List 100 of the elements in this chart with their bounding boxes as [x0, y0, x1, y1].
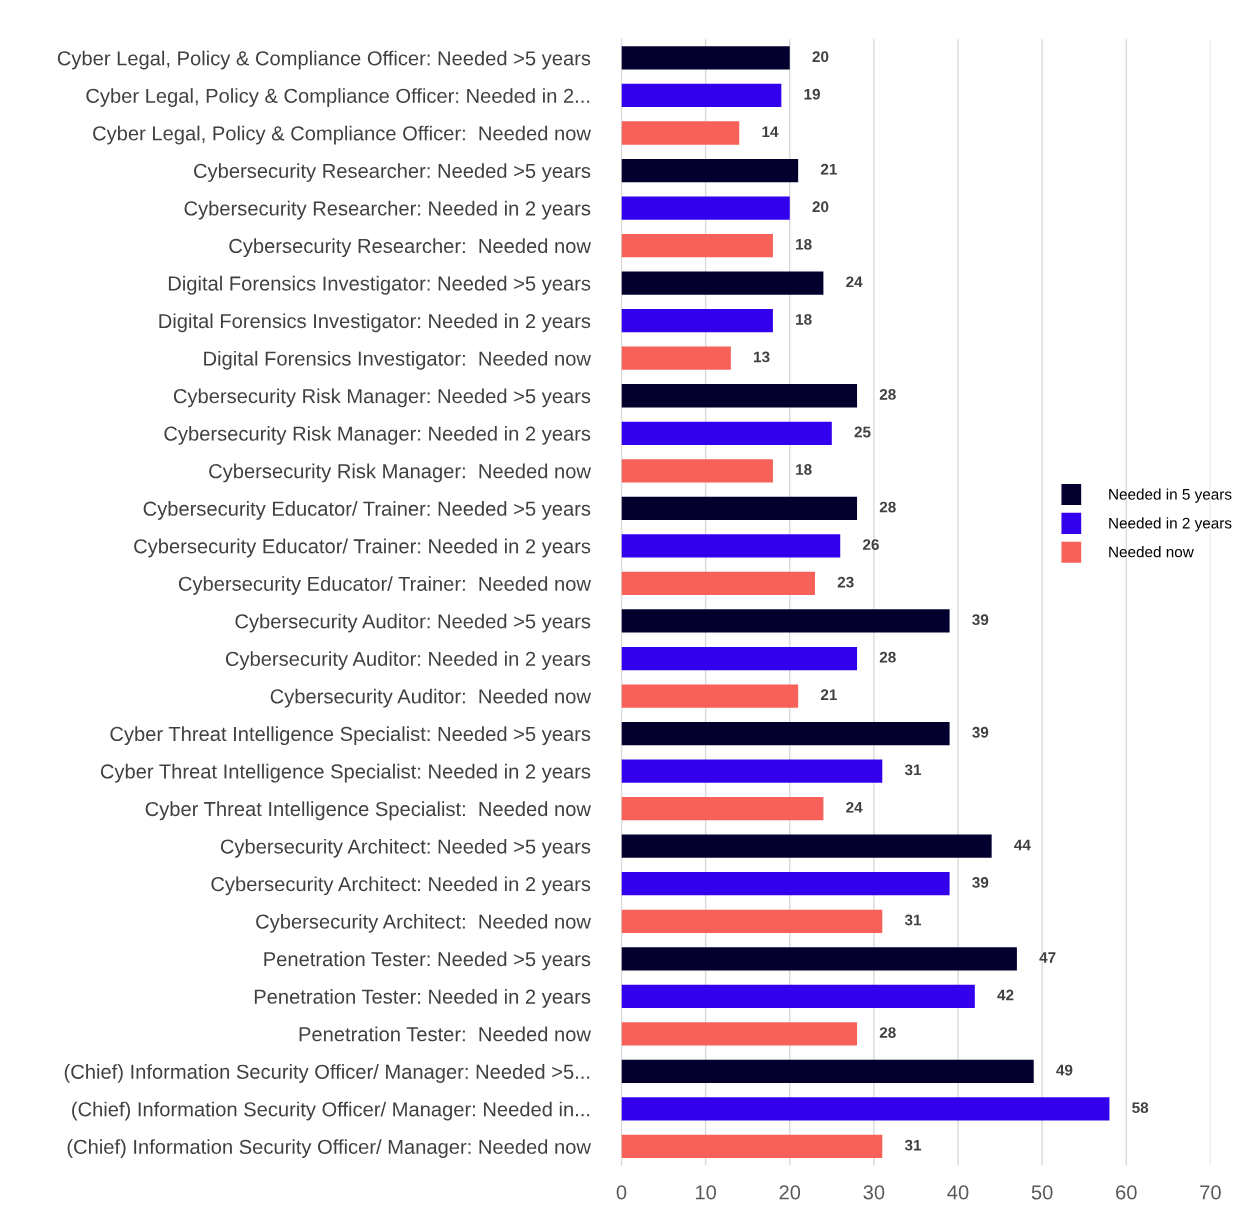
x-tick-label: 40	[947, 1185, 969, 1200]
bar	[621, 1134, 883, 1159]
data-label: 20	[812, 51, 829, 63]
bar	[621, 872, 950, 896]
data-label: 24	[846, 276, 863, 288]
y-tick-label: Penetration Tester: Needed >5 years	[264, 951, 591, 971]
bar	[621, 46, 790, 70]
y-tick-label: Penetration Tester: Needed in 2 years	[254, 989, 591, 1008]
bar	[621, 346, 731, 370]
data-label: 23	[837, 576, 854, 588]
legend-label: Needed in 5 years	[1109, 488, 1232, 503]
data-label: 19	[804, 88, 820, 100]
data-label: 58	[1132, 1102, 1149, 1114]
bar	[621, 121, 740, 145]
data-label: 18	[796, 464, 812, 475]
y-tick-label: Cybersecurity Risk Manager: Needed >5 years	[173, 388, 591, 408]
data-label: 39	[972, 614, 989, 626]
y-tick-label: Cybersecurity Architect: Needed >5 years	[220, 838, 591, 858]
bar	[621, 233, 773, 258]
x-tick-label: 30	[863, 1185, 885, 1200]
x-tick-label: 10	[695, 1185, 717, 1200]
y-tick-label: Cybersecurity Architect: Needed now	[256, 913, 591, 933]
x-tick-label: 50	[1031, 1185, 1053, 1200]
legend-label: Needed in 2 years	[1109, 517, 1232, 532]
bar	[621, 196, 790, 220]
data-label: 49	[1056, 1064, 1073, 1076]
bar	[621, 1059, 1034, 1084]
bar	[621, 459, 773, 483]
y-tick-label: Penetration Tester: Needed now	[299, 1026, 591, 1042]
bar	[621, 271, 824, 295]
data-label: 21	[820, 163, 837, 175]
bar	[621, 496, 858, 520]
data-label: 28	[879, 501, 896, 513]
x-tick-label: 60	[1116, 1185, 1137, 1200]
y-tick-label: Cybersecurity Risk Manager: Needed now	[209, 463, 592, 483]
y-tick-label: Cybersecurity Researcher: Needed in 2 years	[184, 200, 591, 220]
y-tick-label: Digital Forensics Investigator: Needed now	[204, 350, 592, 370]
y-tick-label: Cybersecurity Auditor: Needed now	[270, 688, 591, 708]
y-tick-label: Cybersecurity Researcher: Needed >5 years	[194, 163, 591, 183]
data-label: 31	[904, 1139, 922, 1151]
data-label: 24	[846, 801, 863, 813]
y-tick-label: Cybersecurity Researcher: Needed now	[229, 238, 592, 258]
y-tick-label: Cyber Legal, Policy & Compliance Officer: Needed >5 years	[57, 50, 591, 70]
y-tick-label: Cyber Legal, Policy & Compliance Officer: Needed now	[93, 125, 592, 145]
bar	[621, 759, 883, 783]
data-label: 28	[879, 1027, 896, 1038]
bar	[621, 834, 992, 858]
x-tick-label: 70	[1200, 1185, 1221, 1200]
data-label: 31	[904, 764, 922, 776]
bar	[621, 158, 799, 183]
data-label: 31	[904, 914, 922, 926]
x-tick-label: 20	[779, 1185, 801, 1200]
y-tick-label: Cyber Legal, Policy & Compliance Officer: Needed in 2...	[86, 88, 590, 107]
data-label: 39	[972, 877, 989, 888]
y-tick-label: Cyber Threat Intelligence Specialist: Needed >5 years	[110, 726, 591, 746]
data-label: 28	[879, 651, 896, 663]
data-label: 42	[997, 989, 1014, 1001]
data-label: 18	[796, 313, 812, 325]
bar	[621, 984, 975, 1008]
data-label: 13	[754, 351, 770, 363]
y-tick-label: Cybersecurity Auditor: Needed >5 years	[235, 613, 591, 633]
data-label: 44	[1014, 839, 1031, 851]
bar	[621, 384, 858, 408]
bar	[621, 721, 950, 746]
bar	[621, 947, 1017, 971]
y-tick-label: (Chief) Information Security Officer/ Manager: Needed now	[67, 1139, 592, 1158]
data-label: 28	[879, 389, 896, 400]
bar	[621, 571, 815, 596]
data-label: 21	[820, 689, 837, 700]
bar	[621, 83, 782, 108]
bar	[621, 646, 858, 671]
bar	[621, 797, 824, 821]
y-tick-label: Digital Forensics Investigator: Needed in 2 years	[159, 313, 591, 333]
y-tick-label: Cybersecurity Architect: Needed in 2 years	[211, 876, 591, 896]
data-label: 47	[1039, 952, 1056, 963]
data-label: 14	[762, 126, 779, 137]
y-tick-label: Cybersecurity Educator/ Trainer: Needed >5 years	[143, 501, 591, 520]
bar	[621, 1097, 1110, 1121]
x-tick-label: 0	[616, 1185, 627, 1200]
y-tick-label: Cyber Threat Intelligence Specialist: Needed now	[145, 801, 592, 821]
y-tick-label: Cybersecurity Auditor: Needed in 2 years	[225, 651, 591, 670]
y-tick-label: Cyber Threat Intelligence Specialist: Needed in 2 years	[100, 763, 591, 783]
legend-label: Needed now	[1109, 546, 1194, 558]
bar	[621, 909, 883, 933]
y-tick-label: Cybersecurity Educator/ Trainer: Needed now	[178, 576, 592, 595]
y-tick-label: Digital Forensics Investigator: Needed >5 years	[168, 275, 591, 295]
data-label: 20	[812, 201, 829, 213]
data-label: 39	[972, 726, 989, 738]
bar	[621, 421, 832, 445]
bar	[621, 534, 841, 558]
y-tick-label: (Chief) Information Security Officer/ Manager: Needed in...	[72, 1101, 590, 1121]
bar	[621, 1022, 858, 1046]
y-tick-label: Cybersecurity Risk Manager: Needed in 2 years	[164, 426, 591, 445]
bar	[621, 609, 950, 633]
data-label: 18	[796, 238, 812, 250]
data-label: 25	[854, 426, 871, 438]
y-tick-label: Cybersecurity Educator/ Trainer: Needed in 2 years	[134, 538, 591, 558]
bar	[621, 309, 773, 333]
y-tick-label: (Chief) Information Security Officer/ Manager: Needed >5...	[64, 1064, 590, 1083]
bar	[621, 684, 799, 708]
